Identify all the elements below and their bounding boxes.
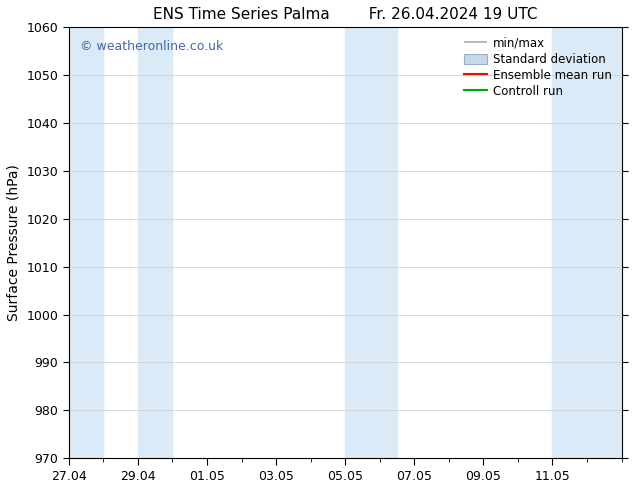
Bar xyxy=(552,27,621,458)
Text: © weatheronline.co.uk: © weatheronline.co.uk xyxy=(80,40,223,53)
Title: ENS Time Series Palma        Fr. 26.04.2024 19 UTC: ENS Time Series Palma Fr. 26.04.2024 19 … xyxy=(153,7,538,22)
Y-axis label: Surface Pressure (hPa): Surface Pressure (hPa) xyxy=(7,164,21,321)
Bar xyxy=(138,27,172,458)
Bar xyxy=(345,27,397,458)
Legend: min/max, Standard deviation, Ensemble mean run, Controll run: min/max, Standard deviation, Ensemble me… xyxy=(460,33,616,101)
Bar xyxy=(69,27,103,458)
